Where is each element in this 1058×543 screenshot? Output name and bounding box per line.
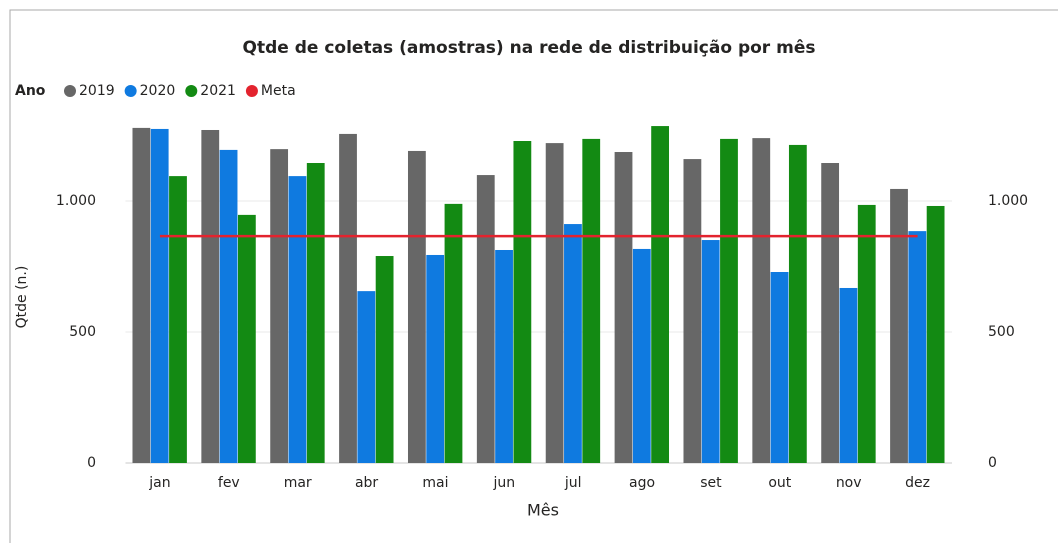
bar	[150, 128, 169, 463]
bar	[683, 159, 702, 463]
bar	[821, 163, 840, 463]
bar	[407, 150, 426, 463]
x-axis-label: Mês	[527, 501, 559, 520]
x-tick-label: mai	[422, 475, 448, 491]
bar	[651, 126, 670, 464]
bar	[701, 240, 720, 463]
y-axis-label: Qtde (n.)	[14, 266, 30, 329]
bar	[632, 248, 651, 463]
bar	[444, 203, 463, 463]
x-tick-label: jul	[564, 475, 582, 491]
chart-title: Qtde de coletas (amostras) na rede de di…	[243, 38, 816, 58]
x-tick-label: fev	[218, 475, 240, 491]
bar	[564, 224, 582, 463]
bar	[306, 163, 325, 463]
x-tick-label: jun	[492, 475, 515, 491]
bar	[890, 188, 908, 463]
legend-label: 2020	[140, 83, 176, 99]
bar	[495, 249, 513, 463]
y-tick-label: 0	[87, 455, 96, 471]
bar	[132, 127, 151, 463]
bar	[752, 138, 771, 463]
x-tick-label: dez	[905, 475, 930, 491]
bar	[908, 231, 927, 463]
bar	[788, 144, 807, 463]
x-tick-label: set	[700, 475, 722, 491]
y-tick-label: 500	[69, 324, 96, 340]
bar	[270, 149, 289, 463]
legend-marker	[185, 85, 198, 97]
legend-label: 2021	[200, 83, 236, 99]
bar	[426, 254, 445, 463]
bar	[237, 214, 256, 463]
x-tick-label: mar	[284, 475, 312, 491]
bar	[357, 291, 376, 463]
bar	[770, 272, 789, 463]
legend-marker	[245, 85, 258, 97]
legend-label: 2019	[79, 83, 115, 99]
y2-tick-label: 1.000	[988, 193, 1028, 209]
bar	[339, 133, 357, 464]
legend-title: Ano	[15, 83, 46, 99]
x-tick-label: jan	[148, 475, 170, 491]
bar	[375, 256, 394, 463]
bar	[545, 143, 564, 463]
legend-label: Meta	[261, 83, 296, 99]
bar	[288, 176, 307, 464]
x-tick-label: ago	[629, 475, 655, 491]
bar	[476, 175, 495, 463]
legend-marker	[124, 85, 137, 97]
x-tick-label: out	[768, 475, 791, 491]
bar	[839, 287, 858, 463]
x-tick-label: nov	[836, 475, 862, 491]
bar	[582, 138, 601, 463]
x-tick-label: abr	[355, 475, 378, 491]
bar	[857, 204, 876, 463]
y-tick-label: 1.000	[56, 193, 96, 209]
legend-marker	[64, 85, 76, 97]
bar	[169, 176, 187, 464]
y2-tick-label: 0	[988, 455, 997, 471]
bar	[219, 149, 238, 463]
bar	[926, 205, 945, 463]
bar	[720, 138, 738, 463]
bar	[201, 129, 220, 464]
bar	[614, 152, 633, 464]
bar	[513, 141, 532, 463]
y2-tick-label: 500	[988, 324, 1015, 340]
